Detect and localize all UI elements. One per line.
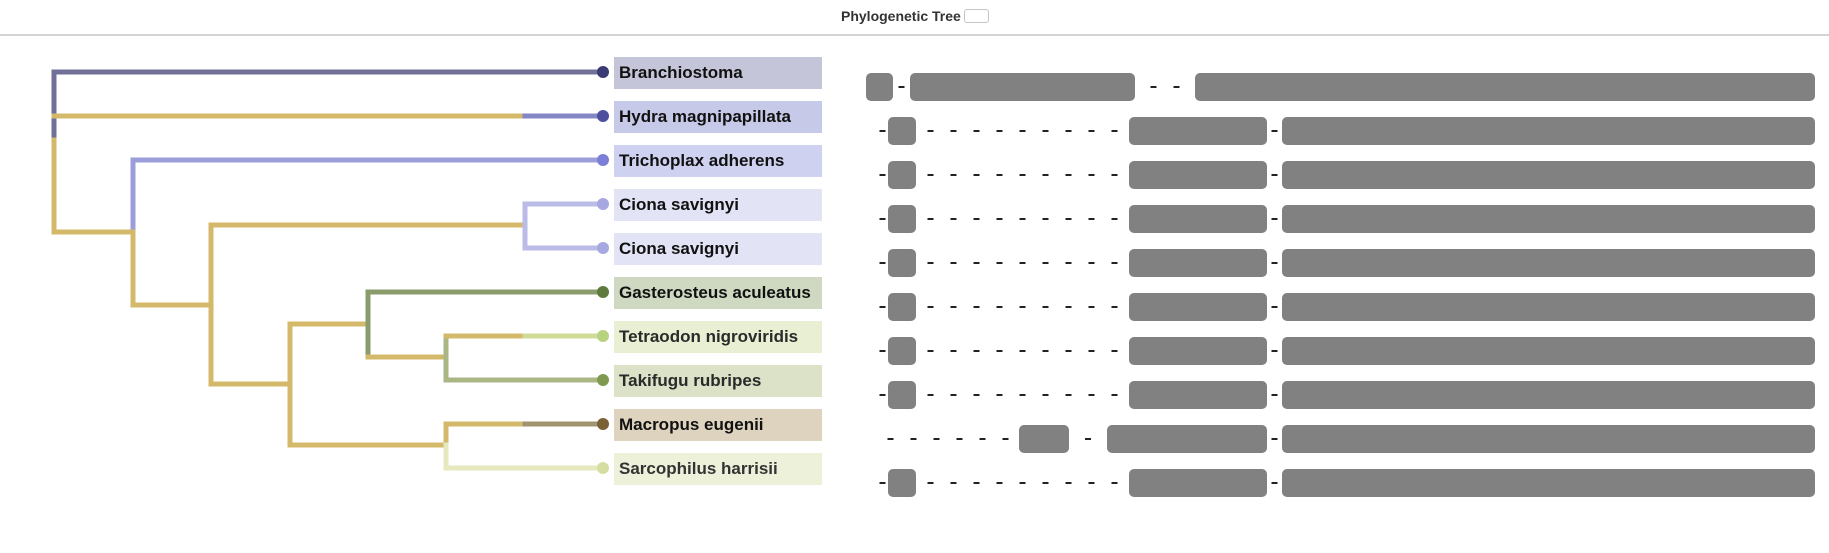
- alignment-block: [1129, 337, 1267, 365]
- leaf-label[interactable]: Trichoplax adherens: [614, 145, 822, 177]
- leaf-label[interactable]: Gasterosteus aculeatus: [614, 277, 822, 309]
- toggle-button[interactable]: [964, 9, 989, 23]
- alignment-block: [1129, 293, 1267, 321]
- alignment-block: [1282, 469, 1815, 497]
- leaf-label[interactable]: Sarcophilus harrisii: [614, 453, 822, 485]
- alignment-block: [1195, 73, 1815, 101]
- leaf-node[interactable]: [597, 418, 609, 430]
- alignment-block: [888, 381, 916, 409]
- leaf-node[interactable]: [597, 286, 609, 298]
- alignment-block: [1282, 425, 1815, 453]
- alignment-block: [1129, 469, 1267, 497]
- alignment-row: [879, 161, 1815, 189]
- alignment-row: [879, 293, 1815, 321]
- leaf-label[interactable]: Tetraodon nigroviridis: [614, 321, 822, 353]
- leaf-node[interactable]: [597, 462, 609, 474]
- page-title: Phylogenetic Tree: [841, 8, 961, 24]
- alignment-block: [1129, 117, 1267, 145]
- alignment-block: [1129, 249, 1267, 277]
- leaf-node[interactable]: [597, 198, 609, 210]
- alignment-block: [1129, 205, 1267, 233]
- alignment-block: [866, 73, 893, 101]
- leaf-label[interactable]: Hydra magnipapillata: [614, 101, 822, 133]
- leaf-node[interactable]: [597, 330, 609, 342]
- alignment-block: [1107, 425, 1267, 453]
- alignment-block: [888, 161, 916, 189]
- alignment-block: [888, 337, 916, 365]
- header-bar: Phylogenetic Tree: [0, 0, 1829, 36]
- alignment-block: [1282, 117, 1815, 145]
- alignment-block: [1019, 425, 1069, 453]
- alignment-row: [879, 117, 1815, 145]
- leaf-node[interactable]: [597, 66, 609, 78]
- alignment-block: [888, 249, 916, 277]
- alignment-row: [879, 337, 1815, 365]
- leaf-label[interactable]: Takifugu rubripes: [614, 365, 822, 397]
- leaf-label[interactable]: Ciona savignyi: [614, 233, 822, 265]
- alignment-row: [879, 381, 1815, 409]
- leaf-label[interactable]: Branchiostoma: [614, 57, 822, 89]
- alignment-block: [1129, 381, 1267, 409]
- leaf-node[interactable]: [597, 154, 609, 166]
- leaf-label[interactable]: Ciona savignyi: [614, 189, 822, 221]
- alignment-block: [1282, 293, 1815, 321]
- alignment-row: [879, 249, 1815, 277]
- leaf-label[interactable]: Macropus eugenii: [614, 409, 822, 441]
- alignment-block: [1282, 381, 1815, 409]
- leaf-node[interactable]: [597, 110, 609, 122]
- alignment-row: [879, 469, 1815, 497]
- alignment-block: [888, 205, 916, 233]
- alignment-block: [1282, 161, 1815, 189]
- alignment-row: [887, 425, 1815, 453]
- alignment-row: [866, 73, 1815, 101]
- alignment-block: [1282, 249, 1815, 277]
- leaf-node[interactable]: [597, 242, 609, 254]
- alignment-row: [879, 205, 1815, 233]
- alignment-block: [1282, 205, 1815, 233]
- alignment-block: [888, 469, 916, 497]
- alignment-block: [888, 117, 916, 145]
- alignment-block: [888, 293, 916, 321]
- leaf-node[interactable]: [597, 374, 609, 386]
- alignment-block: [910, 73, 1135, 101]
- alignment-block: [1282, 337, 1815, 365]
- alignment-block: [1129, 161, 1267, 189]
